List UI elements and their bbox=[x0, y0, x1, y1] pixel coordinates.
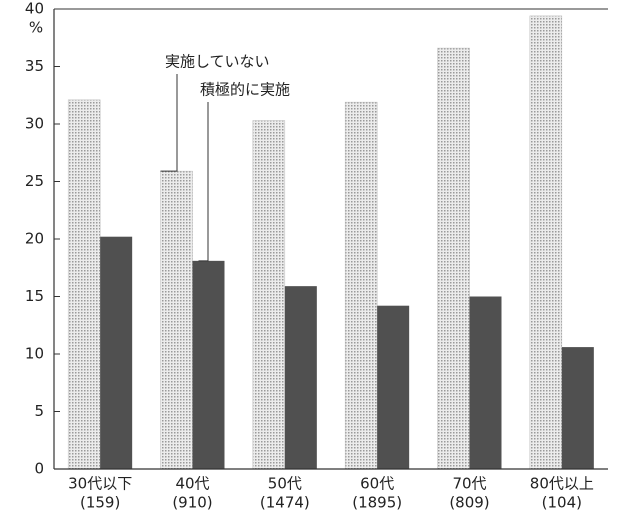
y-tick-label: 30 bbox=[25, 115, 44, 133]
x-tick-label: 50代 bbox=[268, 475, 302, 493]
y-tick-label: 20 bbox=[25, 230, 44, 248]
x-tick-label: 30代以下 bbox=[68, 475, 132, 493]
bar bbox=[529, 15, 563, 470]
bar bbox=[100, 236, 133, 469]
bar bbox=[284, 286, 317, 469]
y-tick-label: 0 bbox=[34, 460, 44, 478]
legend-label: 積極的に実施 bbox=[200, 81, 290, 99]
x-tick-sublabel: (809) bbox=[449, 494, 489, 512]
x-tick-label: 80代以上 bbox=[530, 475, 594, 493]
x-tick-label: 40代 bbox=[175, 475, 209, 493]
bar bbox=[437, 47, 470, 470]
y-tick-label: 5 bbox=[34, 402, 44, 420]
bar bbox=[192, 260, 225, 469]
bar bbox=[469, 296, 502, 469]
bar bbox=[252, 120, 286, 470]
x-tick-label: 70代 bbox=[452, 475, 486, 493]
legend-leader bbox=[160, 74, 178, 172]
bar bbox=[561, 347, 594, 469]
bar bbox=[67, 99, 101, 470]
bar bbox=[377, 305, 410, 469]
x-tick-sublabel: (159) bbox=[80, 494, 120, 512]
x-tick-label: 60代 bbox=[360, 475, 394, 493]
y-tick-label: 10 bbox=[25, 345, 44, 363]
bar bbox=[160, 170, 193, 470]
legend-leader bbox=[198, 102, 209, 262]
y-unit: % bbox=[29, 19, 43, 37]
x-tick-sublabel: (1474) bbox=[260, 494, 310, 512]
y-tick-label: 15 bbox=[25, 287, 44, 305]
bar bbox=[344, 101, 378, 470]
legend-label: 実施していない bbox=[165, 53, 270, 71]
y-tick-label: 40 bbox=[25, 0, 44, 18]
y-tick-label: 25 bbox=[25, 172, 44, 190]
x-tick-sublabel: (104) bbox=[542, 494, 582, 512]
x-tick-sublabel: (1895) bbox=[352, 494, 402, 512]
y-tick-label: 35 bbox=[25, 57, 44, 75]
x-tick-sublabel: (910) bbox=[172, 494, 212, 512]
